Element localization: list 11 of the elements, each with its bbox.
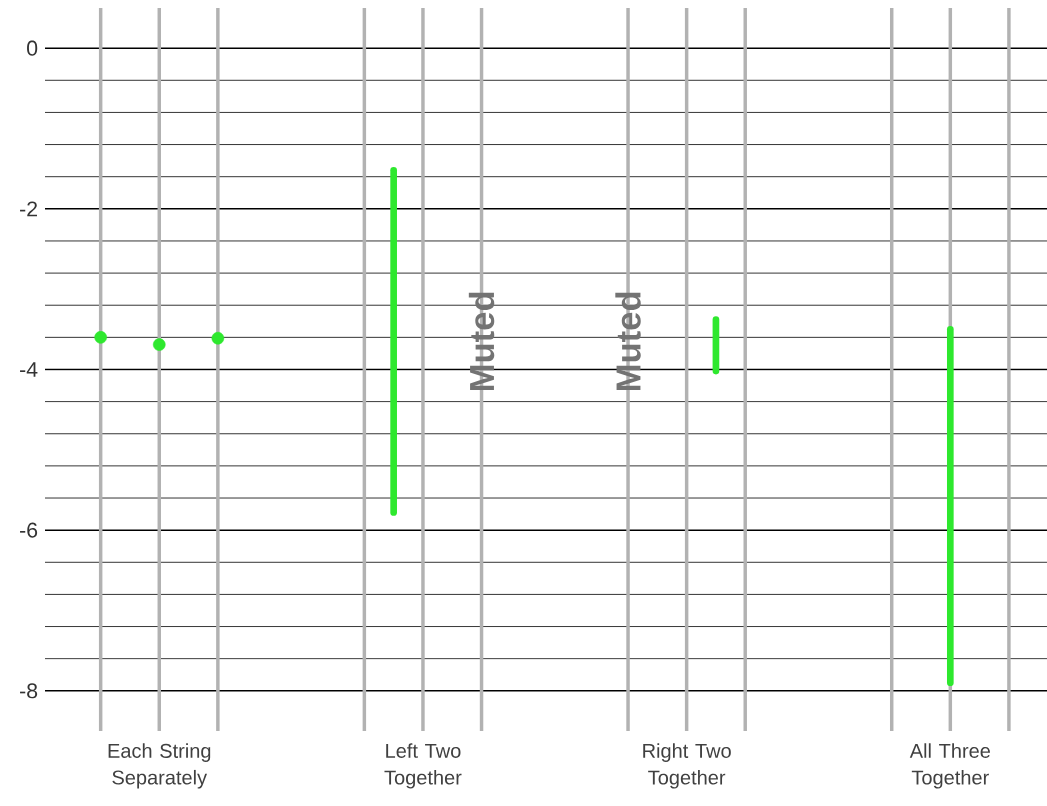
y-tick-label: -4 [20, 362, 38, 377]
y-tick-label: 0 [27, 40, 38, 56]
x-tick-label: Left Two Together [384, 743, 462, 789]
annotation: Muted [615, 292, 641, 391]
x-tick-label: All Three Together [909, 743, 990, 789]
y-tick-label: -2 [20, 201, 37, 217]
y-tick-label: -6 [20, 522, 38, 538]
annotation: Muted [468, 292, 495, 391]
x-tick-label: Each String Separately [108, 743, 211, 789]
x-tick-label: Right Two Together [643, 743, 731, 789]
y-tick-label: -8 [20, 683, 38, 699]
